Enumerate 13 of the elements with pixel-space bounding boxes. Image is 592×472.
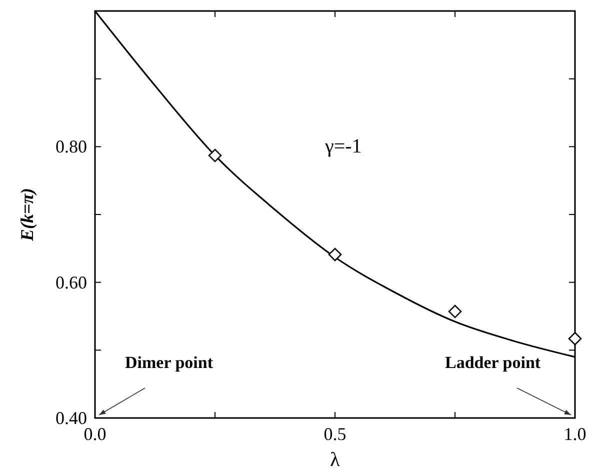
annotation: Ladder point: [445, 353, 541, 372]
y-tick-label: 0.60: [56, 272, 87, 292]
annotation: γ=-1: [324, 136, 362, 158]
y-tick-label: 0.80: [56, 136, 87, 157]
x-tick-label: 0.5: [324, 424, 346, 444]
point: [208, 148, 222, 162]
annotation: Dimer point: [125, 353, 214, 372]
point: [568, 332, 582, 346]
point: [448, 304, 462, 318]
y-axis-title: E(k=π): [17, 188, 37, 242]
x-axis-title: λ: [330, 449, 340, 471]
point: [328, 248, 342, 262]
x-tick-label: 1.0: [564, 424, 586, 444]
